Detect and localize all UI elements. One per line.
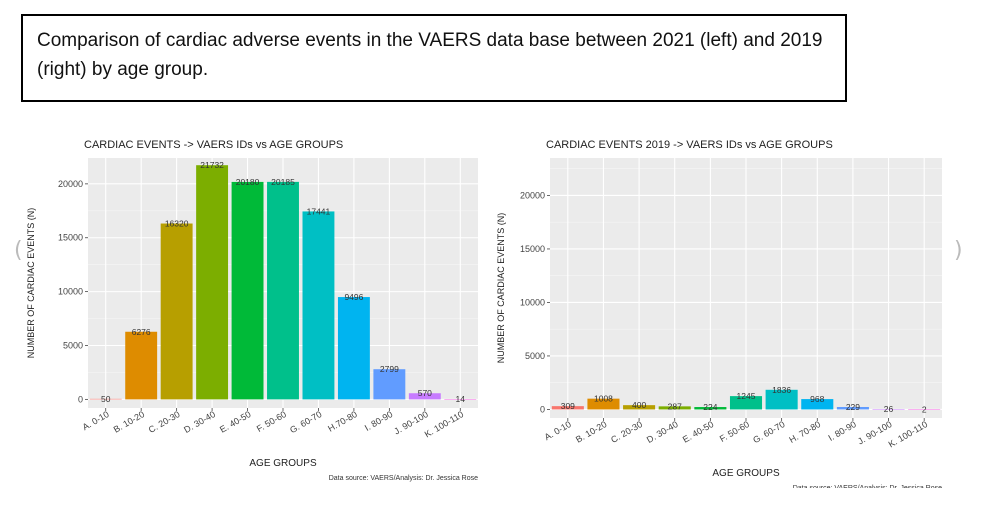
bar xyxy=(267,181,299,400)
x-tick-label: F. 50-60 xyxy=(255,409,288,434)
bar-value-label: 309 xyxy=(561,401,575,411)
bar xyxy=(160,223,193,400)
chart-title: CARDIAC EVENTS -> VAERS IDs vs AGE GROUP… xyxy=(84,139,343,151)
bar xyxy=(587,398,620,410)
bar xyxy=(801,399,834,410)
x-tick-label: D. 30-40 xyxy=(182,409,217,435)
x-tick-label: B. 10-20 xyxy=(112,409,146,435)
x-tick-label: G. 60-70 xyxy=(288,409,323,435)
data-source-note: Data source: VAERS/Analysis: Dr. Jessica… xyxy=(793,485,942,488)
bar xyxy=(908,409,941,410)
bar xyxy=(872,409,905,410)
bar-value-label: 2799 xyxy=(380,364,399,374)
bar-value-label: 20185 xyxy=(271,177,295,187)
bar-value-label: 26 xyxy=(884,404,894,414)
left-arc-mark: ( xyxy=(14,238,23,263)
y-tick-label: 10000 xyxy=(58,287,83,297)
bar xyxy=(444,399,477,400)
bar xyxy=(623,405,656,410)
x-tick-label: F. 50-60 xyxy=(718,419,751,444)
x-tick-label: C. 20-30 xyxy=(147,409,182,435)
chart-2019: CARDIAC EVENTS 2019 -> VAERS IDs vs AGE … xyxy=(492,128,952,492)
x-tick-label: D. 30-40 xyxy=(645,419,680,445)
x-tick-label: K. 100-110 xyxy=(423,409,466,439)
x-tick-label: I. 80-90 xyxy=(826,419,857,443)
bar-value-label: 570 xyxy=(418,388,432,398)
chart-title: CARDIAC EVENTS 2019 -> VAERS IDs vs AGE … xyxy=(546,139,833,151)
bar xyxy=(765,389,798,410)
bar-value-label: 20180 xyxy=(236,177,260,187)
x-tick-label: A. 0-10 xyxy=(543,419,573,442)
y-tick-label: 15000 xyxy=(520,244,545,254)
bar xyxy=(373,369,406,400)
bar xyxy=(89,398,122,400)
bar-value-label: 21732 xyxy=(200,160,224,170)
bar xyxy=(231,181,264,400)
caption-box: Comparison of cardiac adverse events in … xyxy=(21,14,847,102)
bar-value-label: 1836 xyxy=(772,385,791,395)
bar-value-label: 1008 xyxy=(594,394,613,404)
data-source-note: Data source: VAERS/Analysis: Dr. Jessica… xyxy=(329,475,478,482)
bar xyxy=(196,165,229,400)
y-tick-label: 0 xyxy=(78,394,83,404)
y-tick-label: 15000 xyxy=(58,233,83,243)
y-tick-label: 5000 xyxy=(525,351,545,361)
x-tick-label: E. 40-50 xyxy=(681,419,715,445)
x-tick-label: H. 70-80 xyxy=(787,419,822,445)
x-tick-label: A. 0-10 xyxy=(81,409,111,432)
bar-value-label: 14 xyxy=(456,394,466,404)
bar-value-label: 229 xyxy=(846,402,860,412)
right-arc-mark: ) xyxy=(954,238,963,263)
bar xyxy=(125,331,158,400)
bar-value-label: 9496 xyxy=(344,292,363,302)
bar xyxy=(302,211,335,400)
bar xyxy=(551,406,584,410)
x-tick-label: E. 40-50 xyxy=(218,409,252,435)
caption-text: Comparison of cardiac adverse events in … xyxy=(37,30,823,80)
x-tick-label: I. 80-90 xyxy=(363,409,394,433)
x-axis-label: AGE GROUPS xyxy=(712,468,780,479)
x-tick-label: B. 10-20 xyxy=(574,419,608,445)
x-tick-label: G. 60-70 xyxy=(751,419,786,445)
bar xyxy=(694,407,727,410)
x-tick-label: C. 20-30 xyxy=(609,419,644,445)
bar xyxy=(836,406,869,410)
bar-value-label: 50 xyxy=(101,394,111,404)
x-axis-label: AGE GROUPS xyxy=(249,458,317,469)
chart-2021: CARDIAC EVENTS -> VAERS IDs vs AGE GROUP… xyxy=(18,128,488,488)
bar-value-label: 400 xyxy=(632,400,646,410)
bar-value-label: 6276 xyxy=(132,327,151,337)
y-axis-label: NUMBER OF CARDIAC EVENTS (N) xyxy=(26,208,36,359)
chart-svg: CARDIAC EVENTS 2019 -> VAERS IDs vs AGE … xyxy=(496,139,942,492)
bar-value-label: 287 xyxy=(668,401,682,411)
bar-value-label: 224 xyxy=(703,402,717,412)
y-tick-label: 0 xyxy=(540,404,545,414)
bar xyxy=(408,393,441,400)
bar xyxy=(337,297,370,400)
y-tick-label: 10000 xyxy=(520,297,545,307)
y-axis-label: NUMBER OF CARDIAC EVENTS (N) xyxy=(496,213,506,364)
bar-value-label: 1245 xyxy=(737,391,756,401)
x-tick-label: H.70-80 xyxy=(326,409,359,434)
y-tick-label: 20000 xyxy=(58,179,83,189)
chart-svg: CARDIAC EVENTS -> VAERS IDs vs AGE GROUP… xyxy=(26,139,478,482)
bar-value-label: 968 xyxy=(810,394,824,404)
bar-value-label: 2 xyxy=(922,404,927,414)
bar-value-label: 17441 xyxy=(307,206,331,216)
x-tick-label: K. 100-110 xyxy=(887,419,930,449)
y-tick-label: 5000 xyxy=(63,341,83,351)
bar-value-label: 16320 xyxy=(165,219,189,229)
y-tick-label: 20000 xyxy=(520,190,545,200)
bar xyxy=(658,406,691,410)
bar xyxy=(729,396,763,410)
